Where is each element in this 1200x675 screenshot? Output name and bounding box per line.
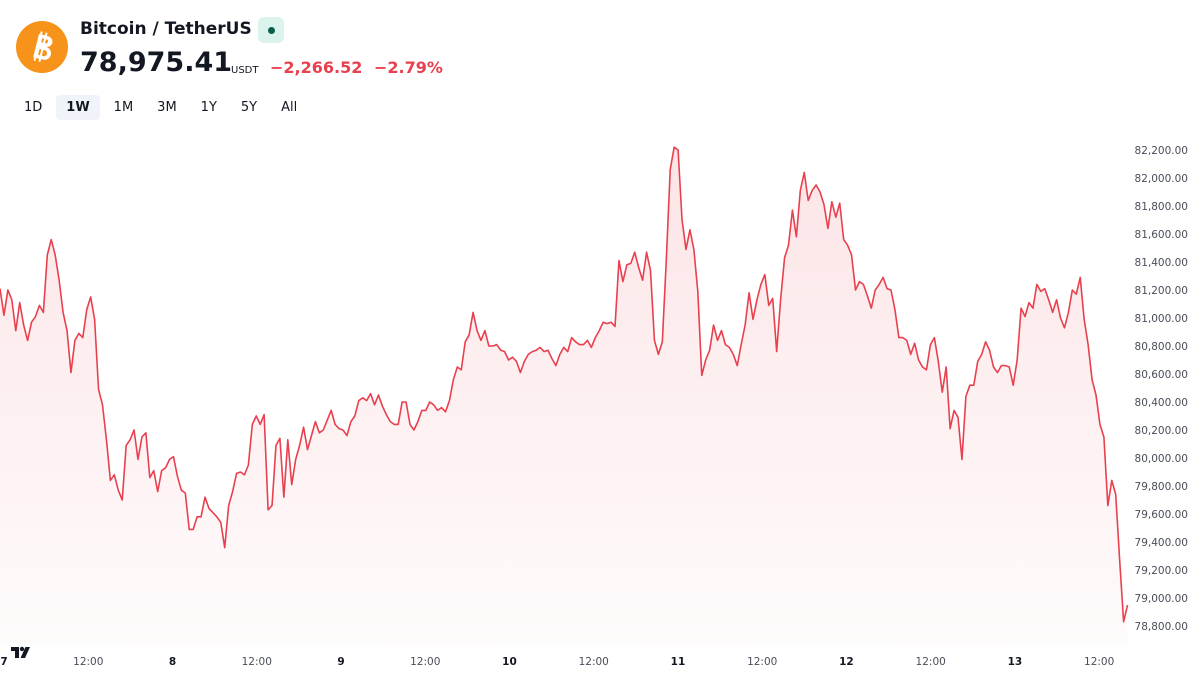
price-change: −2,266.52 xyxy=(270,58,363,77)
y-tick-label: 81,800.00 xyxy=(1135,201,1188,213)
x-tick-label: 12:00 xyxy=(1084,656,1114,668)
area-fill xyxy=(0,147,1128,645)
range-button[interactable]: 1W xyxy=(56,95,100,120)
range-button[interactable]: 5Y xyxy=(240,100,258,115)
y-tick-label: 80,000.00 xyxy=(1135,453,1188,465)
x-tick-label: 12:00 xyxy=(242,656,272,668)
x-tick-label: 9 xyxy=(337,656,344,668)
market-status[interactable] xyxy=(258,17,284,43)
price-change-percent: −2.79% xyxy=(374,58,443,77)
price: 78,975.41 xyxy=(80,47,233,78)
range-button[interactable]: 1Y xyxy=(200,100,217,115)
x-tick-label: 13 xyxy=(1008,656,1023,668)
x-tick-label: 12 xyxy=(839,656,854,668)
symbol-title: Bitcoin / TetherUS xyxy=(80,19,252,39)
range-bar: 1D 1W 1M 3M 1Y 5Y All xyxy=(14,95,307,120)
y-tick-label: 80,800.00 xyxy=(1135,341,1188,353)
range-button[interactable]: 3M xyxy=(157,100,177,115)
range-button[interactable]: 1D xyxy=(24,100,43,115)
y-tick-label: 79,800.00 xyxy=(1135,481,1188,493)
y-tick-label: 80,400.00 xyxy=(1135,397,1188,409)
x-tick-label: 12:00 xyxy=(73,656,103,668)
x-tick-label: 12:00 xyxy=(916,656,946,668)
x-tick-label: 11 xyxy=(671,656,686,668)
x-tick-label: 8 xyxy=(169,656,176,668)
y-tick-label: 80,200.00 xyxy=(1135,425,1188,437)
y-tick-label: 79,200.00 xyxy=(1135,565,1188,577)
y-tick-label: 81,600.00 xyxy=(1135,229,1188,241)
y-tick-label: 79,400.00 xyxy=(1135,537,1188,549)
price-line xyxy=(0,146,1129,623)
currency: USDT xyxy=(231,65,259,76)
range-button[interactable]: 1M xyxy=(113,100,134,115)
y-tick-label: 82,200.00 xyxy=(1135,145,1188,157)
y-tick-label: 81,000.00 xyxy=(1135,313,1188,325)
range-button[interactable]: All xyxy=(281,100,298,115)
y-tick-label: 79,600.00 xyxy=(1135,509,1188,521)
y-tick-label: 78,800.00 xyxy=(1135,621,1188,633)
x-tick-label: 12:00 xyxy=(410,656,440,668)
y-tick-label: 81,400.00 xyxy=(1135,257,1188,269)
x-tick-label: 7 xyxy=(0,656,7,668)
tradingview-logo[interactable] xyxy=(11,646,30,658)
x-tick-label: 12:00 xyxy=(579,656,609,668)
y-tick-label: 82,000.00 xyxy=(1135,173,1188,185)
coin-logo xyxy=(16,21,68,73)
x-tick-label: 12:00 xyxy=(747,656,777,668)
y-tick-label: 80,600.00 xyxy=(1135,369,1188,381)
x-tick-label: 10 xyxy=(502,656,517,668)
y-tick-label: 79,000.00 xyxy=(1135,593,1188,605)
y-tick-label: 81,200.00 xyxy=(1135,285,1188,297)
